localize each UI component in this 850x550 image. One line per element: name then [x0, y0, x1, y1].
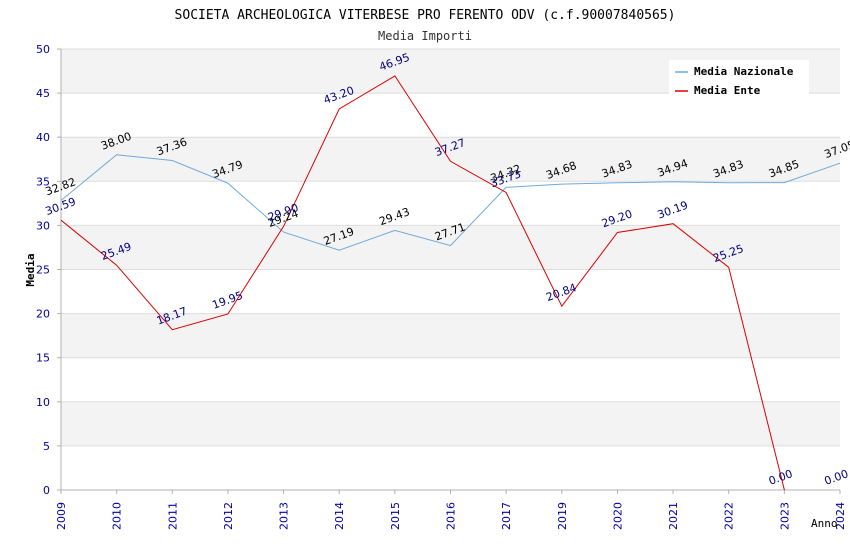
legend: Media Nazionale Media Ente [669, 60, 809, 98]
x-tick-label: 2015 [389, 502, 402, 530]
y-tick-label: 15 [36, 352, 50, 365]
data-label: 20.84 [544, 281, 578, 304]
x-tick-label: 2020 [611, 502, 624, 530]
x-tick-label: 2021 [667, 502, 680, 530]
chart-title: SOCIETA ARCHEOLOGICA VITERBESE PRO FEREN… [175, 8, 676, 23]
x-tick-label: 2024 [834, 502, 847, 530]
legend-box [669, 60, 809, 98]
plot-band [61, 313, 840, 358]
x-tick-label: 2022 [723, 502, 736, 530]
x-tick-label: 2013 [278, 502, 291, 530]
x-tick-label: 2011 [166, 502, 179, 530]
data-label: 19.95 [211, 289, 245, 312]
x-tick-label: 2023 [778, 502, 791, 530]
x-tick-label: 2010 [111, 502, 124, 530]
y-tick-label: 45 [36, 87, 50, 100]
x-tick-label: 2014 [333, 502, 346, 530]
x-tick-label: 2012 [222, 502, 235, 530]
plot-band [61, 401, 840, 446]
axes [57, 48, 841, 494]
y-tick-label: 30 [36, 219, 50, 232]
data-label: 30.19 [656, 199, 690, 222]
y-tick-label: 5 [43, 440, 50, 453]
y-tick-label: 50 [36, 43, 50, 56]
x-tick-label: 2016 [445, 502, 458, 530]
y-tick-labels: 0 5 10 15 20 25 30 35 40 45 50 [36, 43, 50, 497]
y-tick-label: 20 [36, 308, 50, 321]
x-tick-label: 2009 [55, 502, 68, 530]
plot-band [61, 137, 840, 182]
y-tick-label: 10 [36, 396, 50, 409]
data-label: 29.43 [377, 205, 411, 228]
y-tick-label: 25 [36, 264, 50, 277]
series-line-ente [60, 75, 785, 491]
x-tick-labels: 2009 2010 2011 2012 2013 2014 2015 2016 2017 2019… [55, 502, 847, 530]
x-tick-label: 2019 [556, 502, 569, 530]
series-line-nazionale [60, 154, 841, 251]
data-label: 0.00 [823, 467, 850, 488]
y-tick-label: 0 [43, 484, 50, 497]
x-axis-label: Anno [811, 517, 838, 530]
plot-bands [61, 49, 840, 446]
y-tick-label: 40 [36, 131, 50, 144]
x-tick-label: 2017 [500, 502, 513, 530]
legend-label-ente: Media Ente [694, 84, 761, 97]
y-tick-label: 35 [36, 175, 50, 188]
plot-band [61, 225, 840, 270]
y-axis-label: Media [24, 253, 37, 286]
legend-label-nazionale: Media Nazionale [694, 65, 794, 78]
series-lines [60, 75, 841, 491]
chart-subtitle: Media Importi [378, 29, 472, 43]
data-label: 0.00 [767, 467, 794, 488]
